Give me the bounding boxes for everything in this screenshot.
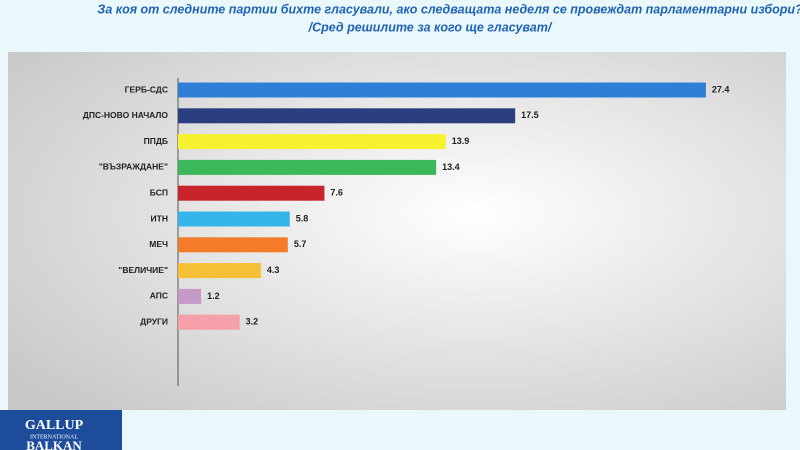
value-label: 3.2 bbox=[246, 317, 259, 327]
value-label: 4.3 bbox=[267, 265, 280, 275]
logo-text: GALLUP bbox=[25, 418, 84, 433]
value-label: 13.9 bbox=[452, 136, 470, 146]
category-label: ППДБ bbox=[144, 136, 168, 146]
bar bbox=[178, 185, 325, 201]
logo: GALLUP INTERNATIONAL BALKAN bbox=[0, 410, 122, 450]
category-label: ИТН bbox=[151, 213, 168, 223]
logo-box bbox=[0, 410, 122, 450]
value-label: 27.4 bbox=[712, 84, 730, 94]
value-label: 17.5 bbox=[521, 110, 539, 120]
bar bbox=[178, 134, 446, 150]
category-label: ГЕРБ-СДС bbox=[125, 84, 168, 94]
bar bbox=[178, 159, 437, 175]
logo-text: BALKAN bbox=[26, 438, 82, 450]
category-label: МЕЧ bbox=[149, 239, 168, 249]
category-label: АПС bbox=[150, 291, 168, 301]
value-label: 13.4 bbox=[442, 162, 460, 172]
bar bbox=[178, 288, 202, 304]
category-label: "ВЪЗРАЖДАНЕ" bbox=[99, 162, 168, 172]
bar bbox=[178, 108, 516, 124]
bar bbox=[178, 237, 288, 253]
value-label: 7.6 bbox=[330, 188, 343, 198]
value-label: 1.2 bbox=[207, 291, 220, 301]
bar bbox=[178, 211, 290, 227]
bar bbox=[178, 82, 706, 98]
chart-title: За коя от следните партии бихте гласувал… bbox=[97, 2, 800, 16]
plot-panel bbox=[8, 52, 786, 410]
bar bbox=[178, 314, 240, 330]
value-label: 5.7 bbox=[294, 239, 307, 249]
value-label: 5.8 bbox=[296, 213, 309, 223]
chart-subtitle: /Сред решилите за кого ще гласуват/ bbox=[308, 20, 553, 34]
bar bbox=[178, 263, 261, 279]
logo-text: INTERNATIONAL bbox=[30, 434, 78, 440]
category-label: "ВЕЛИЧИЕ" bbox=[118, 265, 168, 275]
category-label: ДРУГИ bbox=[140, 316, 168, 326]
category-label: ДПС-НОВО НАЧАЛО bbox=[83, 110, 169, 120]
category-label: БСП bbox=[150, 187, 168, 197]
